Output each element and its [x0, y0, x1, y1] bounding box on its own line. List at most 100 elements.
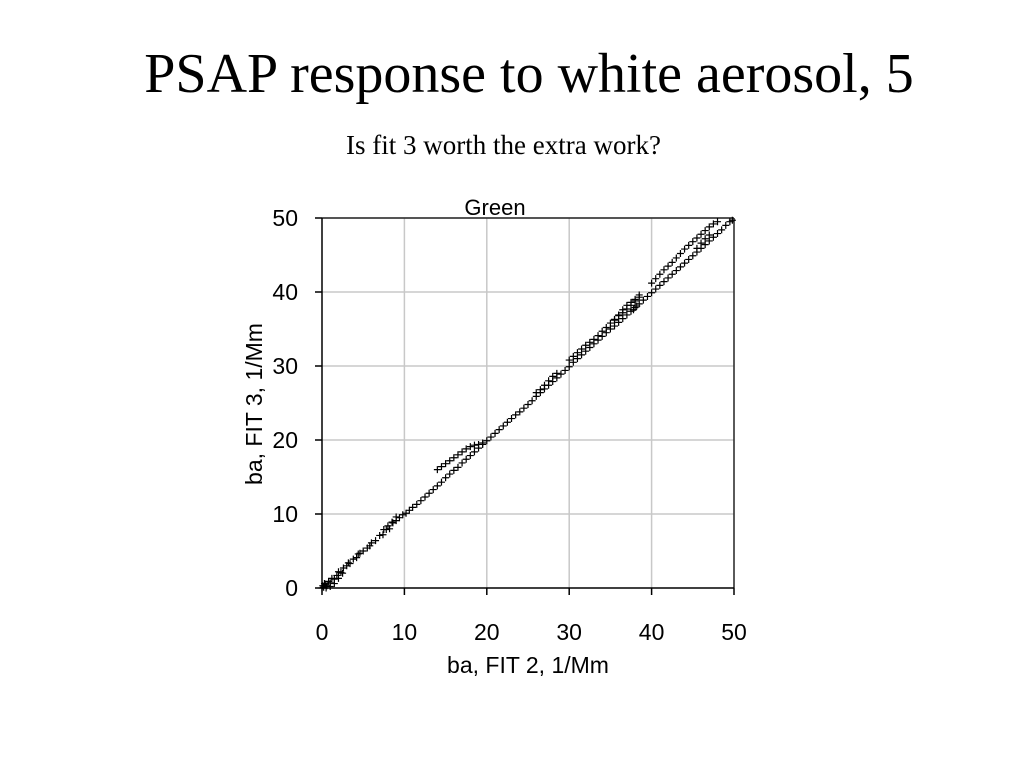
y-tick-label: 20 — [272, 427, 298, 453]
chart-title: Green — [464, 195, 525, 220]
data-point — [339, 569, 347, 577]
data-point — [429, 486, 437, 494]
x-tick-label: 20 — [474, 619, 500, 645]
data-point — [536, 386, 544, 394]
data-point — [660, 278, 668, 286]
data-point — [629, 306, 637, 314]
data-point — [668, 270, 676, 278]
data-point — [367, 539, 375, 547]
data-point — [676, 263, 684, 271]
data-point — [557, 370, 565, 378]
y-tick-label: 40 — [272, 279, 298, 305]
data-point — [569, 352, 577, 360]
data-point — [701, 227, 709, 235]
data-point — [454, 451, 462, 459]
slide-title: PSAP response to white aerosol, 5 — [144, 43, 914, 105]
data-point — [524, 400, 532, 408]
data-point — [611, 316, 619, 324]
data-point — [693, 234, 701, 242]
data-point — [668, 258, 676, 266]
data-point — [353, 554, 361, 562]
x-tick-label: 50 — [721, 619, 747, 645]
data-point — [615, 318, 623, 326]
data-point — [346, 560, 354, 568]
data-point — [483, 437, 491, 445]
data-point — [337, 568, 345, 576]
data-point — [376, 531, 384, 539]
x-axis-label: ba, FIT 2, 1/Mm — [447, 652, 609, 678]
data-point — [405, 506, 413, 514]
data-point — [619, 306, 627, 314]
data-point — [623, 301, 631, 309]
data-point — [582, 347, 590, 355]
data-point — [578, 345, 586, 353]
data-point — [386, 525, 394, 533]
data-point — [528, 397, 536, 405]
data-point — [681, 259, 689, 267]
data-point — [611, 322, 619, 330]
y-tick-label: 10 — [272, 501, 298, 527]
data-point — [619, 315, 627, 323]
data-point — [433, 482, 441, 490]
data-point — [602, 324, 610, 332]
data-point — [512, 411, 520, 419]
data-point — [392, 513, 400, 521]
data-point — [388, 518, 396, 526]
data-point — [450, 466, 458, 474]
data-point — [417, 497, 425, 505]
data-point — [359, 547, 367, 555]
data-point — [520, 404, 528, 412]
data-point — [458, 448, 466, 456]
data-point — [594, 332, 602, 340]
data-point — [344, 559, 352, 567]
y-tick-label: 30 — [272, 353, 298, 379]
data-point — [325, 577, 333, 585]
chart-axes: 0 10 20 30 40 50 0 10 20 30 40 50 — [272, 205, 746, 645]
data-point — [685, 255, 693, 263]
data-point — [491, 429, 499, 437]
data-point — [334, 574, 342, 582]
x-tick-label: 10 — [392, 619, 418, 645]
data-point — [606, 319, 614, 327]
x-tick-label: 30 — [556, 619, 582, 645]
data-point — [380, 526, 388, 534]
data-point — [635, 291, 643, 299]
data-point — [705, 231, 713, 239]
data-point — [454, 463, 462, 471]
data-point — [462, 445, 470, 453]
data-point — [615, 311, 623, 319]
data-point — [372, 537, 380, 545]
data-point — [664, 274, 672, 282]
data-point — [540, 381, 548, 389]
data-point — [709, 220, 717, 228]
data-point — [561, 366, 569, 374]
data-point — [648, 289, 656, 297]
data-point — [627, 298, 635, 306]
data-point — [689, 238, 697, 246]
data-point — [639, 296, 647, 304]
data-points — [318, 216, 736, 592]
data-point — [399, 511, 407, 519]
data-point — [631, 295, 639, 303]
data-point — [553, 369, 561, 377]
data-point — [652, 275, 660, 283]
data-point — [470, 448, 478, 456]
data-point — [366, 542, 374, 550]
data-point — [714, 218, 722, 226]
data-point — [676, 250, 684, 258]
data-point — [573, 349, 581, 357]
x-tick-label: 0 — [316, 619, 329, 645]
data-point — [693, 244, 701, 252]
data-point — [718, 226, 726, 234]
data-point — [446, 470, 454, 478]
data-point — [701, 241, 709, 249]
data-point — [565, 363, 573, 371]
data-point — [623, 311, 631, 319]
data-point — [697, 230, 705, 238]
y-tick-label: 0 — [285, 575, 298, 601]
data-point — [470, 441, 478, 449]
data-point — [569, 358, 577, 366]
data-point — [384, 522, 392, 530]
data-point — [590, 335, 598, 343]
